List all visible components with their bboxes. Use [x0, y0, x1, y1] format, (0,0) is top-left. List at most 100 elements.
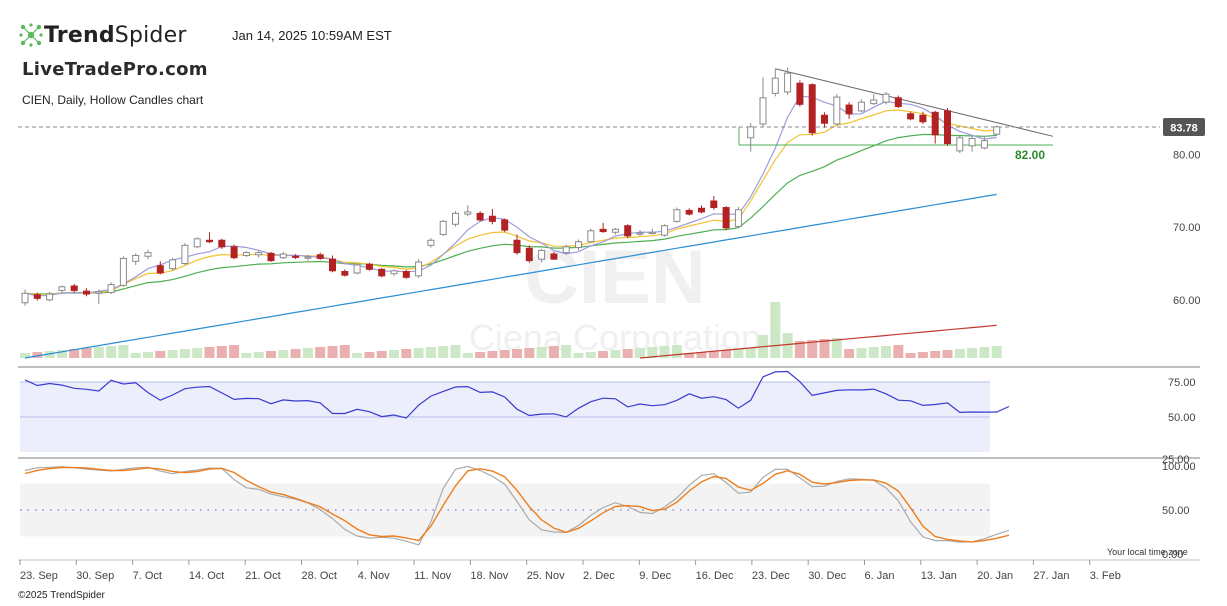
rsi-axis-tick: 75.00: [1168, 377, 1196, 389]
volume-bar: [831, 338, 842, 358]
background-ticker-watermark: CIEN: [524, 235, 706, 320]
candle-body: [21, 292, 29, 304]
chart-subtitle: CIEN, Daily, Hollow Candles chart: [22, 93, 204, 107]
volume-bar: [425, 347, 436, 358]
volume-bar: [512, 349, 522, 358]
volume-bar: [315, 347, 326, 358]
candle-body: [624, 225, 632, 237]
volume-bar: [794, 341, 805, 358]
volume-bar: [327, 346, 338, 358]
candle-body: [980, 140, 988, 149]
stochastic-band: [20, 483, 990, 537]
current-price-label: 83.78: [1170, 123, 1198, 135]
stochastic-axis-tick: 0.00: [1162, 549, 1183, 561]
volume-bar: [844, 349, 855, 358]
candle-body: [181, 244, 189, 265]
candle-body: [255, 252, 263, 256]
candle-body: [550, 253, 558, 260]
volume-bar: [967, 348, 978, 358]
candle-body: [144, 252, 152, 257]
volume-bar: [278, 350, 289, 358]
candle-body: [427, 239, 435, 246]
volume-bar: [917, 352, 928, 358]
volume-bar: [241, 353, 252, 358]
volume-bar: [598, 351, 609, 358]
candle-body: [747, 126, 755, 139]
volume-bar: [462, 353, 473, 358]
volume-bar: [585, 352, 596, 358]
volume-bar: [364, 352, 375, 358]
candle-body: [402, 271, 410, 278]
candle-body: [894, 97, 902, 108]
ema-yellow-line: [24, 109, 997, 295]
volume-bar: [721, 350, 732, 358]
volume-bar: [106, 346, 117, 358]
volume-bar: [401, 349, 412, 358]
volume-bar: [893, 345, 904, 358]
candle-body: [845, 104, 853, 115]
volume-bar: [93, 347, 104, 358]
volume-bar: [438, 346, 449, 358]
candle-body: [33, 294, 41, 299]
candle-body: [415, 261, 423, 277]
candle-body: [353, 264, 361, 274]
candle-body: [771, 77, 779, 94]
time-axis-label: 4. Nov: [358, 570, 390, 582]
trendspider-logo: TrendSpider: [18, 22, 187, 48]
volume-bar: [905, 353, 916, 358]
volume-bar: [32, 352, 43, 358]
trendspider-icon: [19, 23, 43, 47]
volume-bar: [659, 346, 670, 358]
candle-body: [206, 239, 213, 243]
candle-body: [488, 215, 496, 222]
volume-bar: [671, 345, 682, 358]
volume-bar: [155, 351, 166, 358]
time-axis-label: 16. Dec: [696, 570, 734, 582]
candle-body: [857, 101, 865, 112]
candle-body: [562, 246, 570, 254]
volume-bar: [819, 339, 830, 358]
candle-body: [833, 96, 841, 125]
candle-body: [169, 259, 177, 270]
volume-bar: [266, 351, 276, 358]
time-axis-label: 18. Nov: [470, 570, 508, 582]
volume-bar: [807, 340, 818, 358]
candle-body: [193, 238, 201, 248]
volume-bar: [733, 349, 744, 358]
candle-body: [242, 252, 250, 257]
candle-body: [304, 256, 312, 259]
volume-bar: [881, 346, 891, 358]
candle-body: [587, 230, 595, 243]
candle-body: [538, 249, 546, 260]
volume-bar: [942, 350, 953, 358]
volume-bar: [302, 348, 313, 358]
time-axis-label: 21. Oct: [245, 570, 280, 582]
candle-body: [907, 113, 915, 120]
time-axis-label: 9. Dec: [639, 570, 671, 582]
candle-body: [870, 99, 878, 105]
volume-bar: [930, 351, 941, 358]
volume-bar: [204, 347, 215, 358]
volume-bar: [352, 353, 363, 358]
time-axis-label: 7. Oct: [133, 570, 162, 582]
time-axis-label: 20. Jan: [977, 570, 1013, 582]
time-axis-label: 23. Dec: [752, 570, 790, 582]
candle-body: [525, 247, 533, 262]
support-level-label: 82.00: [1015, 148, 1045, 162]
candle-body: [734, 209, 742, 227]
candle-body: [292, 255, 300, 258]
candle-body: [132, 255, 140, 262]
price-axis-tick: 60.00: [1173, 295, 1201, 307]
volume-bar: [770, 302, 781, 358]
volume-bar: [548, 346, 559, 358]
candle-body: [611, 228, 619, 233]
livetradepro-watermark-logo: LiveTradePro.com: [22, 59, 208, 80]
candle-body: [316, 254, 324, 259]
candle-body: [882, 93, 890, 103]
volume-bar: [561, 345, 572, 358]
time-axis-label: 6. Jan: [865, 570, 895, 582]
candle-body: [46, 293, 54, 301]
volume-bar: [487, 351, 498, 358]
candle-body: [439, 220, 447, 235]
